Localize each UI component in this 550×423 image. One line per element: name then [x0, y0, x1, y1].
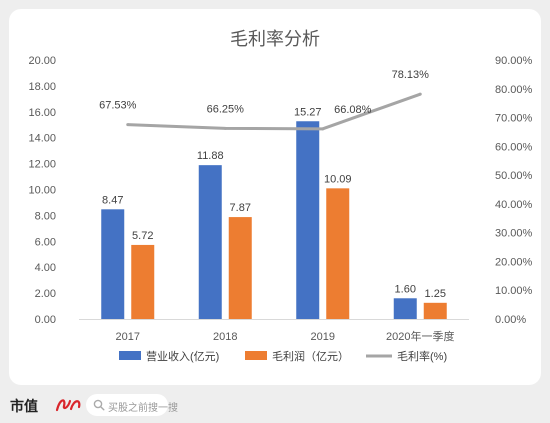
y-right-tick-label: 60.00% [495, 141, 533, 153]
x-tick-label: 2017 [116, 331, 140, 343]
bar-data-label: 11.88 [197, 150, 224, 162]
y-left-tick-label: 8.00 [35, 210, 56, 222]
y-right-tick-label: 30.00% [495, 228, 533, 240]
line-data-label: 66.25% [207, 103, 245, 115]
y-left-tick-label: 4.00 [35, 262, 56, 274]
bar [101, 209, 125, 319]
brand-name: 市值 [10, 399, 38, 415]
footer-bar: 市值 买股之前搜一搜 [0, 390, 550, 423]
x-tick-label: 2020年一季度 [386, 329, 454, 343]
bar-data-label: 5.72 [132, 230, 153, 242]
line-data-label: 67.53% [99, 100, 137, 112]
bar [393, 298, 417, 319]
bar-data-label: 7.87 [230, 202, 251, 214]
y-left-tick-label: 2.00 [35, 288, 56, 300]
legend-label: 营业收入(亿元) [146, 349, 219, 363]
bar [423, 302, 447, 319]
y-right-tick-label: 80.00% [495, 84, 533, 96]
legend-swatch [119, 351, 141, 360]
y-left-tick-label: 14.00 [28, 133, 56, 145]
line-point [321, 127, 325, 131]
line-point [126, 123, 130, 127]
bar-data-label: 1.60 [395, 283, 416, 295]
bar [131, 244, 155, 319]
x-tick-label: 2018 [213, 331, 237, 343]
bar [228, 217, 252, 319]
line-point [418, 92, 422, 96]
search-box[interactable]: 买股之前搜一搜 [86, 394, 178, 416]
y-right-tick-label: 50.00% [495, 170, 533, 182]
y-right-tick-label: 10.00% [495, 285, 533, 297]
y-right-tick-label: 20.00% [495, 256, 533, 268]
brand-logo-icon [55, 399, 81, 412]
legend-swatch [245, 351, 267, 360]
y-right-tick-label: 0.00% [495, 314, 526, 326]
search-placeholder: 买股之前搜一搜 [108, 403, 178, 414]
y-left-tick-label: 16.00 [28, 107, 56, 119]
bar-data-label: 15.27 [294, 106, 322, 118]
line-data-label: 66.08% [334, 104, 372, 116]
line-series [127, 92, 421, 131]
chart-card: 毛利率分析 0.00 2.00 4.00 6.00 8.00 10.00 12.00 14.00… [9, 9, 541, 385]
x-tick-label: 2019 [311, 331, 335, 343]
y-left-tick-label: 0.00 [35, 314, 56, 326]
y-left-tick-label: 6.00 [35, 236, 56, 248]
y-left-tick-label: 18.00 [28, 81, 56, 93]
bar-data-label: 1.25 [425, 288, 446, 300]
bar [326, 188, 350, 319]
bar-data-label: 10.09 [324, 173, 352, 185]
legend-label: 毛利率(%) [397, 349, 447, 363]
y-right-tick-label: 40.00% [495, 199, 533, 211]
legend-label: 毛利润（亿元） [272, 349, 349, 363]
y-right-tick-label: 70.00% [495, 113, 533, 125]
bar [296, 121, 320, 319]
y-left-tick-label: 10.00 [28, 185, 56, 197]
y-left-tick-label: 20.00 [28, 55, 56, 67]
line-data-label: 78.13% [392, 69, 430, 81]
y-right-tick-label: 90.00% [495, 55, 533, 67]
line-point [223, 126, 227, 130]
search-icon [93, 399, 105, 411]
chart: 毛利率分析 0.00 2.00 4.00 6.00 8.00 10.00 12.00 14.00… [28, 29, 533, 363]
chart-title: 毛利率分析 [230, 29, 320, 49]
bar [198, 165, 222, 319]
y-left-tick-label: 12.00 [28, 159, 56, 171]
bar-data-label: 8.47 [102, 194, 123, 206]
